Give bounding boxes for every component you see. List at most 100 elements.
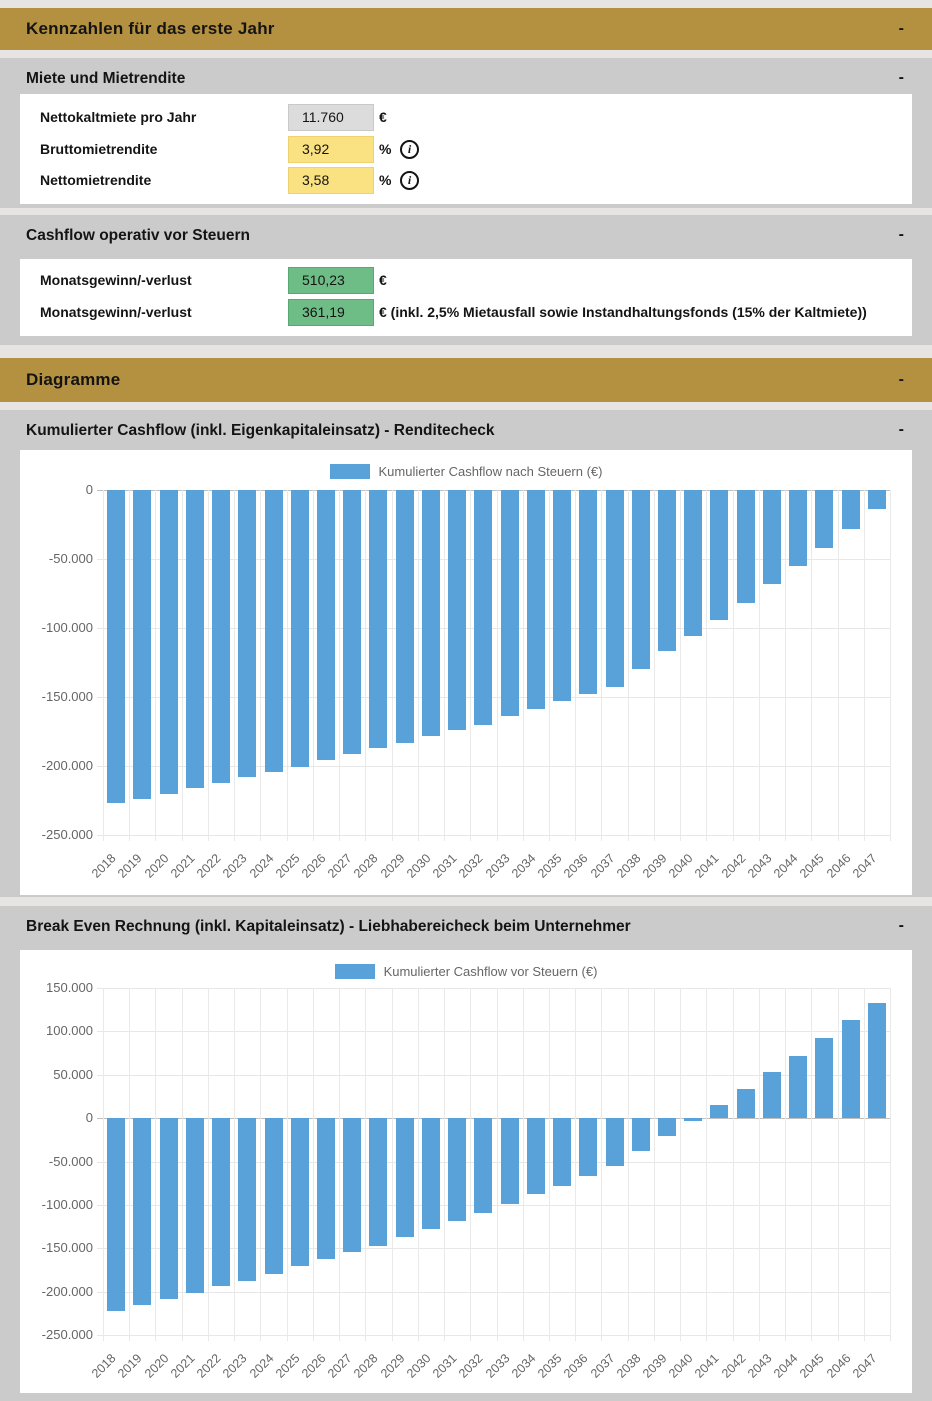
bar-2045[interactable]: [815, 490, 833, 548]
bar-2020[interactable]: [160, 490, 178, 794]
bar-2025[interactable]: [291, 490, 309, 767]
bar-2021[interactable]: [186, 1118, 204, 1293]
bar-2037[interactable]: [606, 1118, 624, 1166]
bar-2019[interactable]: [133, 1118, 151, 1305]
gridline: [339, 988, 340, 1341]
gridline: [208, 988, 209, 1341]
bar-2041[interactable]: [710, 490, 728, 620]
bar-2040[interactable]: [684, 1118, 702, 1121]
bar-2020[interactable]: [160, 1118, 178, 1299]
bar-2023[interactable]: [238, 1118, 256, 1281]
y-tick-label: -200.000: [41, 758, 93, 773]
bar-2031[interactable]: [448, 490, 466, 730]
bar-2021[interactable]: [186, 490, 204, 788]
bar-2026[interactable]: [317, 490, 335, 760]
gridline: [497, 988, 498, 1341]
gridline: [97, 1075, 890, 1076]
collapse-toggle-kennzahlen[interactable]: -: [898, 20, 904, 37]
gridline: [97, 1292, 890, 1293]
gridline: [365, 988, 366, 1341]
info-icon[interactable]: i: [400, 140, 419, 159]
bar-2019[interactable]: [133, 490, 151, 799]
bar-2042[interactable]: [737, 490, 755, 603]
bar-2024[interactable]: [265, 1118, 283, 1274]
gridline: [706, 988, 707, 1341]
field-label-monatsgewinn: Monatsgewinn/-verlust: [40, 304, 192, 320]
bar-2044[interactable]: [789, 1056, 807, 1118]
bar-2034[interactable]: [527, 1118, 545, 1194]
bar-2029[interactable]: [396, 1118, 414, 1237]
bar-2041[interactable]: [710, 1105, 728, 1118]
bar-2036[interactable]: [579, 1118, 597, 1176]
bar-2031[interactable]: [448, 1118, 466, 1221]
bar-2018[interactable]: [107, 1118, 125, 1311]
bar-2039[interactable]: [658, 490, 676, 651]
bruttomietrendite-input[interactable]: 3,92: [288, 136, 374, 163]
bar-2027[interactable]: [343, 1118, 361, 1252]
bar-2023[interactable]: [238, 490, 256, 777]
bar-2033[interactable]: [501, 490, 519, 716]
field-unit-percent: %: [379, 141, 392, 157]
chart1-legend[interactable]: Kumulierter Cashflow nach Steuern (€): [20, 464, 912, 479]
monatsgewinn-input[interactable]: 510,23: [288, 267, 374, 294]
bar-2044[interactable]: [789, 490, 807, 566]
gridline: [155, 490, 156, 841]
y-tick-label: 150.000: [46, 980, 93, 995]
bar-2028[interactable]: [369, 490, 387, 748]
bar-2032[interactable]: [474, 1118, 492, 1213]
cashflow-title: Cashflow operativ vor Steuern: [26, 227, 250, 244]
gridline: [680, 490, 681, 841]
nettokaltmiete-input[interactable]: 11.760: [288, 104, 374, 131]
bar-2025[interactable]: [291, 1118, 309, 1266]
gridline: [129, 988, 130, 1341]
bar-2033[interactable]: [501, 1118, 519, 1204]
bar-2024[interactable]: [265, 490, 283, 772]
collapse-toggle-cashflow[interactable]: -: [898, 226, 904, 243]
gridline: [260, 988, 261, 1341]
bar-2035[interactable]: [553, 1118, 571, 1186]
bar-2022[interactable]: [212, 1118, 230, 1286]
bar-2028[interactable]: [369, 1118, 387, 1246]
nettomietrendite-input[interactable]: 3,58: [288, 167, 374, 194]
bar-2039[interactable]: [658, 1118, 676, 1136]
bar-2030[interactable]: [422, 1118, 440, 1229]
gridline: [418, 988, 419, 1341]
bar-2034[interactable]: [527, 490, 545, 709]
bar-2045[interactable]: [815, 1038, 833, 1118]
bar-2037[interactable]: [606, 490, 624, 687]
bar-2035[interactable]: [553, 490, 571, 701]
bar-2046[interactable]: [842, 490, 860, 529]
bar-2018[interactable]: [107, 490, 125, 803]
info-icon[interactable]: i: [400, 171, 419, 190]
collapse-toggle-miete[interactable]: -: [898, 69, 904, 86]
bar-2043[interactable]: [763, 1072, 781, 1118]
bar-2026[interactable]: [317, 1118, 335, 1259]
bar-2030[interactable]: [422, 490, 440, 736]
bar-2032[interactable]: [474, 490, 492, 725]
gridline: [733, 988, 734, 1341]
bar-2040[interactable]: [684, 490, 702, 636]
bar-2047[interactable]: [868, 490, 886, 509]
gridline: [97, 766, 890, 767]
chart2-legend[interactable]: Kumulierter Cashflow vor Steuern (€): [20, 964, 912, 979]
bar-2038[interactable]: [632, 490, 650, 669]
bar-2043[interactable]: [763, 490, 781, 584]
bar-2042[interactable]: [737, 1089, 755, 1118]
miete-block: Miete und Mietrendite - Nettokaltmiete p…: [0, 58, 932, 208]
collapse-toggle-chart1[interactable]: -: [898, 421, 904, 438]
field-row-monatsgewinn-1: Monatsgewinn/-verlust 510,23 €: [20, 267, 912, 294]
bar-2038[interactable]: [632, 1118, 650, 1151]
collapse-toggle-chart2[interactable]: -: [898, 917, 904, 934]
gridline: [890, 490, 891, 841]
bar-2029[interactable]: [396, 490, 414, 743]
bar-2027[interactable]: [343, 490, 361, 754]
bar-2022[interactable]: [212, 490, 230, 783]
gridline: [97, 1162, 890, 1163]
bar-2036[interactable]: [579, 490, 597, 694]
bar-2047[interactable]: [868, 1003, 886, 1118]
collapse-toggle-diagramme[interactable]: -: [898, 371, 904, 388]
monatsgewinn-inkl-input[interactable]: 361,19: [288, 299, 374, 326]
y-tick-label: -150.000: [41, 689, 93, 704]
bar-2046[interactable]: [842, 1020, 860, 1118]
gridline: [575, 490, 576, 841]
